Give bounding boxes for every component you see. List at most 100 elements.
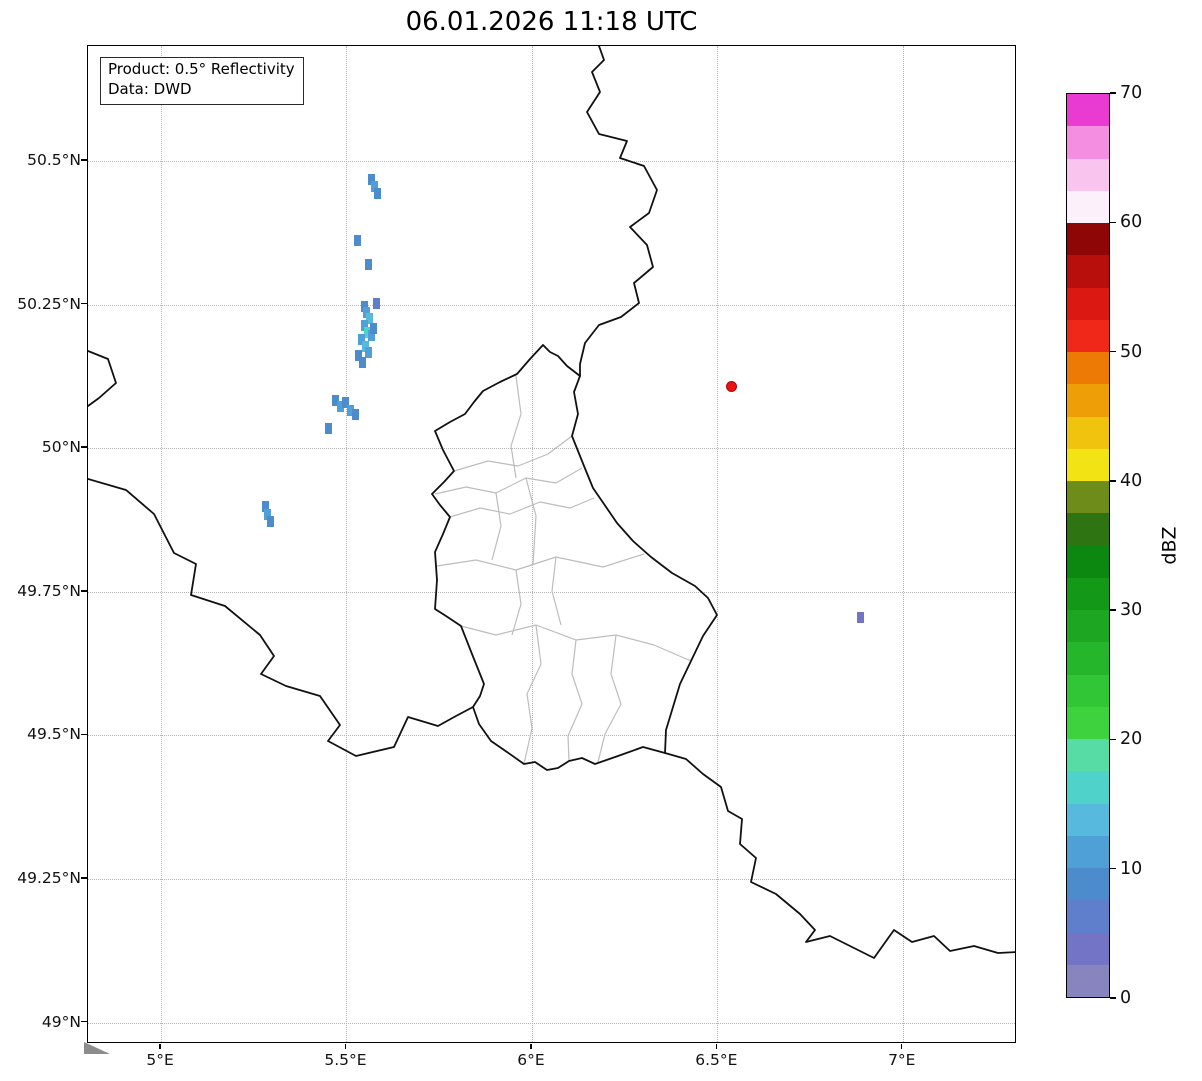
x-tick-mark — [344, 1044, 347, 1049]
x-tick-label: 7°E — [888, 1051, 916, 1069]
colorbar-tick-label: 50 — [1120, 341, 1143, 362]
colorbar-segment — [1067, 835, 1109, 868]
y-gridline — [88, 591, 1015, 593]
radar-echo-cell — [367, 329, 375, 341]
plot-title: 06.01.2026 11:18 UTC — [405, 7, 698, 37]
colorbar-segment — [1067, 351, 1109, 385]
colorbar-segment — [1067, 803, 1109, 836]
colorbar-segment — [1067, 448, 1109, 481]
radar-echo-cell — [331, 394, 339, 406]
radar-echo-cell — [365, 313, 373, 325]
radar-echo-cell — [369, 322, 377, 334]
x-tick-mark — [530, 1044, 532, 1049]
border-belgium-france — [88, 478, 474, 757]
colorbar-segment — [1067, 867, 1109, 901]
colorbar-segment — [1067, 545, 1109, 578]
radar-echo-cell — [360, 301, 368, 313]
colorbar-axis-label: dBZ — [1158, 526, 1181, 565]
colorbar-segment — [1067, 770, 1109, 804]
y-tick-label: 49.25°N — [17, 869, 81, 888]
colorbar-segment — [1067, 512, 1109, 546]
y-tick-label: 49.5°N — [27, 725, 81, 744]
y-tick-label: 50°N — [41, 438, 81, 457]
y-gridline — [88, 879, 1015, 881]
colorbar-segment — [1067, 125, 1109, 159]
x-tick-mark — [715, 1044, 718, 1049]
y-gridline — [88, 735, 1015, 737]
radar-site-marker — [726, 380, 738, 392]
x-tick-label: 6°E — [517, 1051, 545, 1069]
colorbar-tick-label: 70 — [1120, 83, 1143, 103]
radar-echo-cell — [371, 181, 379, 193]
y-tick-label: 50.25°N — [17, 294, 81, 313]
colorbar-segment — [1067, 480, 1109, 514]
x-gridline — [717, 46, 719, 1042]
radar-echo-cell — [358, 334, 366, 346]
y-gridline — [88, 448, 1015, 450]
x-gridline — [531, 46, 533, 1042]
y-tick-label: 49°N — [41, 1012, 81, 1031]
x-gridline — [902, 46, 904, 1042]
colorbar-segment — [1067, 674, 1109, 707]
radar-echo-cell — [341, 397, 349, 409]
colorbar-segment — [1067, 254, 1109, 288]
radar-echo-cell — [361, 340, 369, 352]
colorbar-tick-mark — [1110, 221, 1116, 223]
x-gridline — [161, 46, 163, 1042]
corner-artifact — [84, 1042, 110, 1054]
y-gridline — [88, 304, 1015, 306]
radar-echo-cell — [364, 326, 372, 338]
colorbar-tick-label: 30 — [1120, 600, 1143, 621]
y-tick-mark — [81, 590, 87, 592]
radar-echo-cell — [355, 350, 363, 362]
colorbar-segment — [1067, 964, 1109, 997]
x-tick-label: 5°E — [146, 1051, 174, 1069]
plot-area: Product: 0.5° Reflectivity Data: DWD — [87, 45, 1016, 1043]
colorbar-tick-mark — [1110, 350, 1116, 353]
y-gridline — [88, 160, 1015, 162]
colorbar-segment — [1067, 383, 1109, 417]
x-tick-label: 6.5°E — [695, 1051, 738, 1069]
colorbar — [1066, 93, 1110, 998]
radar-echo-cell — [352, 409, 360, 421]
y-tick-label: 49.75°N — [17, 581, 81, 600]
y-gridline — [88, 1022, 1015, 1024]
x-tick-mark — [159, 1044, 161, 1049]
colorbar-segment — [1067, 641, 1109, 675]
radar-echo-cell — [262, 501, 270, 513]
colorbar-tick-mark — [1110, 997, 1116, 999]
colorbar-segment — [1067, 416, 1109, 449]
radar-echo-cell — [364, 347, 372, 359]
colorbar-segment — [1067, 577, 1109, 610]
y-tick-label: 50.5°N — [27, 150, 81, 169]
colorbar-tick-label: 0 — [1120, 988, 1132, 1008]
radar-echo-cell — [361, 319, 369, 331]
radar-echo-cell — [358, 356, 366, 368]
annotation-source-line: Data: DWD — [108, 79, 192, 98]
colorbar-tick-label: 60 — [1120, 212, 1143, 233]
radar-echo-cell — [354, 234, 362, 246]
colorbar-tick-mark — [1110, 92, 1116, 94]
luxembourg-cantons — [434, 375, 692, 765]
radar-echo-cell — [347, 404, 355, 416]
x-tick-mark — [901, 1044, 903, 1049]
radar-echo-cell — [373, 188, 381, 200]
border-france-germany — [664, 752, 1015, 959]
colorbar-tick-mark — [1110, 609, 1116, 611]
x-gridline — [346, 46, 348, 1042]
radar-echo-cell — [325, 422, 333, 434]
radar-echo-cell — [264, 509, 272, 521]
annotation-product-line: Product: 0.5° Reflectivity — [108, 60, 295, 78]
colorbar-tick-mark — [1110, 738, 1116, 741]
y-tick-mark — [81, 159, 87, 161]
colorbar-segment — [1067, 932, 1109, 965]
y-tick-mark — [81, 877, 87, 879]
colorbar-tick-label: 40 — [1120, 470, 1143, 491]
border-belgium-germany — [579, 46, 658, 377]
y-tick-mark — [81, 733, 87, 736]
colorbar-segment — [1067, 609, 1109, 643]
y-tick-mark — [81, 1021, 87, 1023]
radar-echo-cell — [336, 400, 344, 412]
colorbar-segment — [1067, 190, 1109, 223]
